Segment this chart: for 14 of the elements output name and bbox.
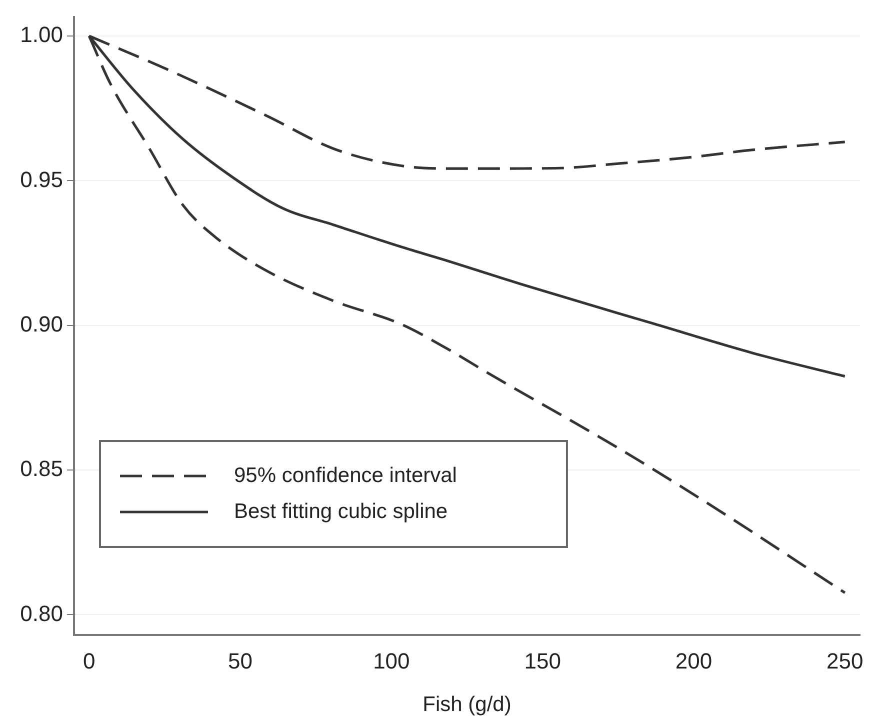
x-tick-label: 0 (82, 648, 96, 674)
y-tick-label: 0.80 (20, 600, 63, 626)
x-tick-label: 250 (826, 648, 864, 674)
legend-label: 95% confidence interval (234, 464, 457, 487)
y-tick-label: 0.85 (20, 456, 63, 482)
x-tick-label: 200 (675, 648, 712, 674)
y-tick-label: 1.00 (20, 22, 63, 48)
x-tick-label: 50 (228, 648, 253, 674)
y-tick-label: 0.95 (20, 166, 63, 192)
legend-label: Best fitting cubic spline (234, 500, 448, 523)
x-tick-label: 150 (524, 648, 561, 674)
y-tick-label: 0.90 (20, 311, 63, 336)
x-axis-title: Fish (g/d) (422, 693, 512, 716)
x-tick-label: 100 (373, 648, 410, 674)
